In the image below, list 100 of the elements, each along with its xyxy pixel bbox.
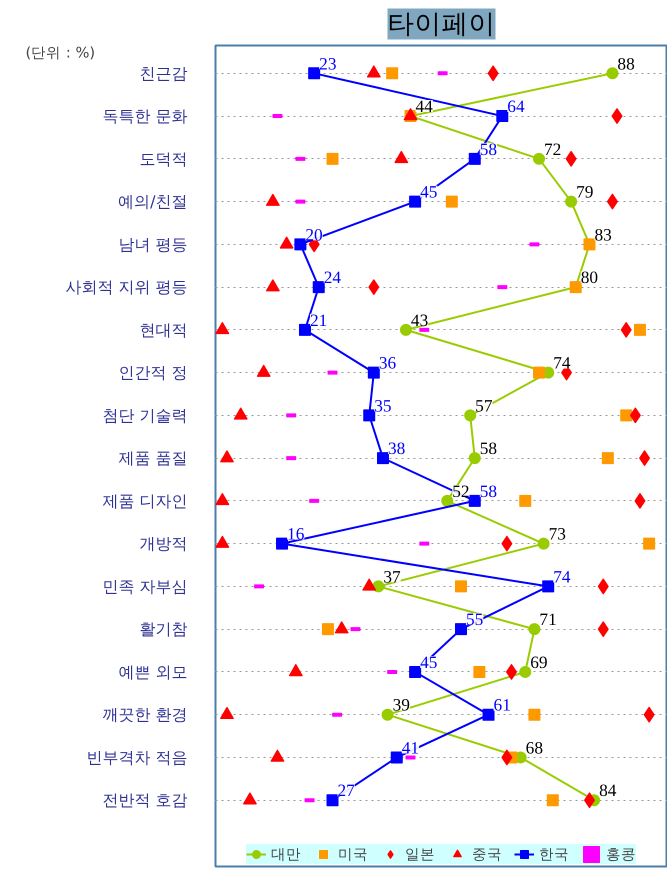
y-tick-label: 활기참 bbox=[140, 620, 188, 639]
data-label: 37 bbox=[383, 567, 402, 586]
y-tick-label: 현대적 bbox=[140, 320, 188, 340]
y-tick-label: 친근감 bbox=[140, 64, 188, 83]
legend-label: 대만 bbox=[271, 844, 301, 864]
point bbox=[298, 324, 311, 336]
data-label: 58 bbox=[480, 439, 498, 458]
point bbox=[533, 152, 546, 165]
point bbox=[533, 366, 546, 379]
y-tick-label: 사회적 지위 평등 bbox=[65, 278, 188, 297]
point bbox=[363, 409, 376, 422]
point bbox=[276, 538, 288, 550]
data-label: 58 bbox=[480, 482, 498, 501]
point bbox=[326, 794, 339, 806]
data-label: 79 bbox=[576, 182, 594, 202]
point bbox=[473, 666, 486, 678]
point bbox=[326, 152, 339, 165]
point bbox=[446, 196, 458, 208]
legend-label: 한국 bbox=[539, 844, 569, 864]
data-label: 61 bbox=[494, 696, 511, 715]
y-tick-label: 독특한 문화 bbox=[102, 106, 188, 126]
data-label: 84 bbox=[599, 781, 617, 800]
point bbox=[376, 452, 389, 464]
data-label: 20 bbox=[305, 225, 323, 244]
y-tick-label: 전반적 호감 bbox=[102, 790, 188, 810]
data-label: 44 bbox=[416, 97, 434, 116]
y-tick-label: 민족 자부심 bbox=[102, 576, 188, 596]
point bbox=[468, 494, 481, 507]
data-label: 24 bbox=[324, 268, 342, 288]
data-label: 27 bbox=[338, 781, 356, 800]
y-tick-label: 인간적 정 bbox=[118, 363, 188, 382]
legend-label: 일본 bbox=[405, 844, 435, 864]
chart-title: 타이페이 bbox=[388, 8, 496, 40]
point bbox=[441, 494, 454, 507]
point bbox=[528, 708, 540, 721]
point bbox=[308, 67, 320, 80]
data-label: 16 bbox=[287, 524, 305, 544]
point bbox=[565, 196, 578, 208]
point bbox=[455, 580, 468, 592]
y-tick-label: 제품 디자인 bbox=[102, 491, 188, 510]
legend-label: 미국 bbox=[338, 844, 368, 864]
data-label: 74 bbox=[553, 567, 571, 586]
data-label: 64 bbox=[507, 97, 525, 116]
point bbox=[519, 666, 532, 678]
point bbox=[606, 67, 618, 80]
point bbox=[538, 538, 550, 550]
point bbox=[368, 366, 380, 379]
data-label: 36 bbox=[378, 354, 396, 373]
y-tick-label: 첨단 기술력 bbox=[102, 406, 188, 425]
data-label: 57 bbox=[475, 396, 493, 416]
data-label: 52 bbox=[452, 482, 470, 501]
point bbox=[464, 409, 476, 422]
data-label: 43 bbox=[410, 310, 428, 330]
point bbox=[390, 751, 403, 764]
y-tick-label: 남녀 평등 bbox=[118, 234, 188, 254]
data-label: 74 bbox=[553, 354, 571, 373]
y-tick-label: 제품 품질 bbox=[118, 448, 188, 468]
data-label: 83 bbox=[594, 225, 612, 244]
data-label: 45 bbox=[420, 182, 438, 202]
data-label: 41 bbox=[402, 738, 420, 758]
legend-label: 홍콩 bbox=[606, 844, 636, 864]
data-label: 72 bbox=[544, 140, 562, 159]
point bbox=[643, 538, 656, 550]
point bbox=[312, 281, 325, 294]
point bbox=[496, 110, 508, 122]
data-label: 35 bbox=[374, 396, 392, 416]
point bbox=[546, 794, 559, 806]
text: (단위 : %) bbox=[26, 44, 96, 62]
y-tick-label: 도덕적 bbox=[140, 149, 188, 168]
y-tick-label: 개방적 bbox=[140, 534, 188, 554]
point bbox=[542, 580, 554, 592]
legend-label: 중국 bbox=[472, 844, 502, 864]
data-label: 38 bbox=[388, 439, 406, 458]
point bbox=[519, 494, 532, 507]
data-label: 88 bbox=[617, 54, 635, 74]
point bbox=[634, 324, 646, 336]
point bbox=[322, 623, 334, 636]
data-label: 21 bbox=[310, 310, 328, 330]
point bbox=[468, 152, 481, 165]
point bbox=[620, 409, 632, 422]
data-label: 68 bbox=[526, 738, 543, 758]
data-label: 80 bbox=[580, 268, 598, 288]
data-label: 45 bbox=[420, 652, 438, 672]
point bbox=[372, 580, 384, 592]
data-label: 73 bbox=[548, 524, 566, 544]
point bbox=[602, 452, 614, 464]
y-tick-label: 예쁜 외모 bbox=[118, 662, 188, 682]
point bbox=[482, 708, 495, 721]
y-tick-label: 깨끗한 환경 bbox=[102, 705, 188, 724]
y-tick-label: 빈부격차 적음 bbox=[86, 748, 188, 767]
point bbox=[386, 67, 398, 80]
data-label: 39 bbox=[392, 696, 410, 715]
point bbox=[382, 708, 394, 721]
point bbox=[400, 324, 412, 336]
data-label: 69 bbox=[530, 652, 548, 672]
point bbox=[468, 452, 481, 464]
point bbox=[294, 238, 306, 250]
point bbox=[528, 623, 540, 636]
point bbox=[409, 666, 422, 678]
data-label: 71 bbox=[539, 610, 557, 630]
